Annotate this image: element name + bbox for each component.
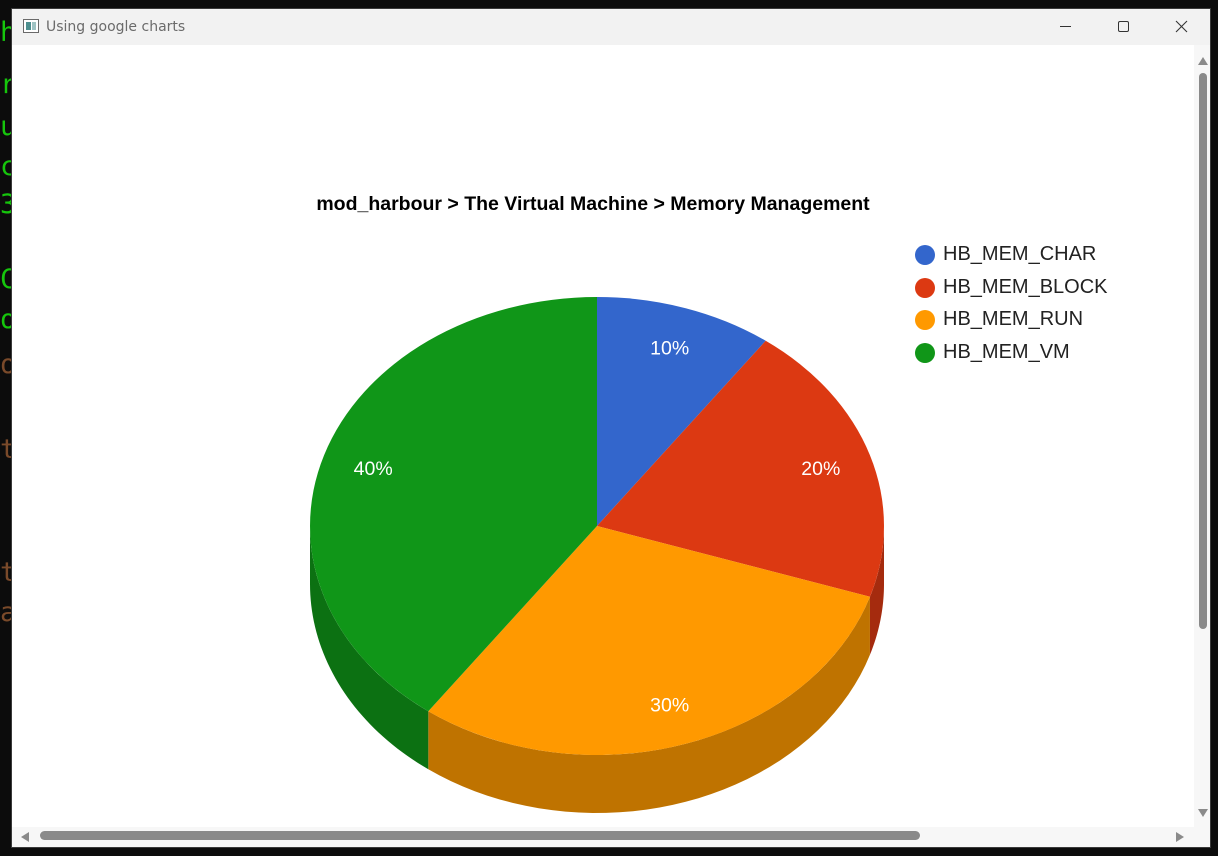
pie-slice[interactable] xyxy=(428,526,870,755)
terminal-fragment: u xyxy=(0,112,14,142)
pie-chart: 10% 20% 30% 40% xyxy=(310,297,884,813)
app-window-icon xyxy=(23,19,39,33)
chart-viewport: mod_harbour > The Virtual Machine > Memo… xyxy=(12,45,1194,827)
pie-slice-label: 20% xyxy=(801,458,840,480)
pie-slice[interactable] xyxy=(597,297,766,526)
terminal-fragment: o xyxy=(0,305,14,335)
legend-marker xyxy=(915,342,935,363)
scroll-up-arrow-icon[interactable] xyxy=(1198,57,1208,65)
terminal-fragment: o xyxy=(0,350,14,380)
pie-slice-side xyxy=(428,596,870,813)
scroll-right-arrow-icon[interactable] xyxy=(1176,832,1184,842)
legend-label: HB_MEM_BLOCK xyxy=(943,275,1108,298)
title-bar[interactable]: Using google charts xyxy=(12,9,1210,45)
legend-marker xyxy=(915,310,935,330)
legend-label: HB_MEM_VM xyxy=(943,340,1070,363)
terminal-fragment: h xyxy=(0,18,14,48)
horizontal-scroll-thumb[interactable] xyxy=(40,831,920,840)
close-button[interactable] xyxy=(1152,9,1210,45)
pie-slice-side xyxy=(869,526,884,655)
vertical-scroll-thumb[interactable] xyxy=(1199,73,1207,629)
pie-slice[interactable] xyxy=(310,297,597,712)
minimize-icon xyxy=(1060,26,1071,27)
terminal-fragment: t xyxy=(0,435,14,465)
pie-slice[interactable] xyxy=(597,340,884,597)
chart-title: mod_harbour > The Virtual Machine > Memo… xyxy=(316,193,870,215)
terminal-fragment: r xyxy=(0,70,14,100)
minimize-button[interactable] xyxy=(1036,9,1094,45)
maximize-icon xyxy=(1118,21,1129,32)
terminal-fragment: a xyxy=(0,598,14,628)
terminal-fragment: c xyxy=(0,152,14,182)
maximize-button[interactable] xyxy=(1094,9,1152,45)
vertical-scrollbar[interactable] xyxy=(1194,45,1210,827)
scrollbar-corner xyxy=(1194,827,1210,847)
legend-marker xyxy=(915,245,935,265)
scroll-down-arrow-icon[interactable] xyxy=(1198,809,1208,817)
pie-slice-side xyxy=(310,526,429,770)
pie-slice-label: 40% xyxy=(354,458,393,480)
legend-label: HB_MEM_RUN xyxy=(943,308,1084,330)
pie-slice-label: 30% xyxy=(650,695,689,717)
scroll-left-arrow-icon[interactable] xyxy=(21,832,29,842)
legend-marker xyxy=(915,277,935,298)
window-title: Using google charts xyxy=(46,19,186,35)
terminal-fragment: t xyxy=(0,558,14,588)
terminal-fragment: 3 xyxy=(0,190,14,220)
app-window: Using google charts mod_harbour > The Vi… xyxy=(11,8,1211,848)
close-icon xyxy=(1175,20,1188,33)
legend-label: HB_MEM_CHAR xyxy=(943,243,1097,265)
horizontal-scrollbar[interactable] xyxy=(12,827,1194,847)
terminal-fragment: C xyxy=(0,265,14,295)
pie-slice-label: 10% xyxy=(650,337,689,359)
